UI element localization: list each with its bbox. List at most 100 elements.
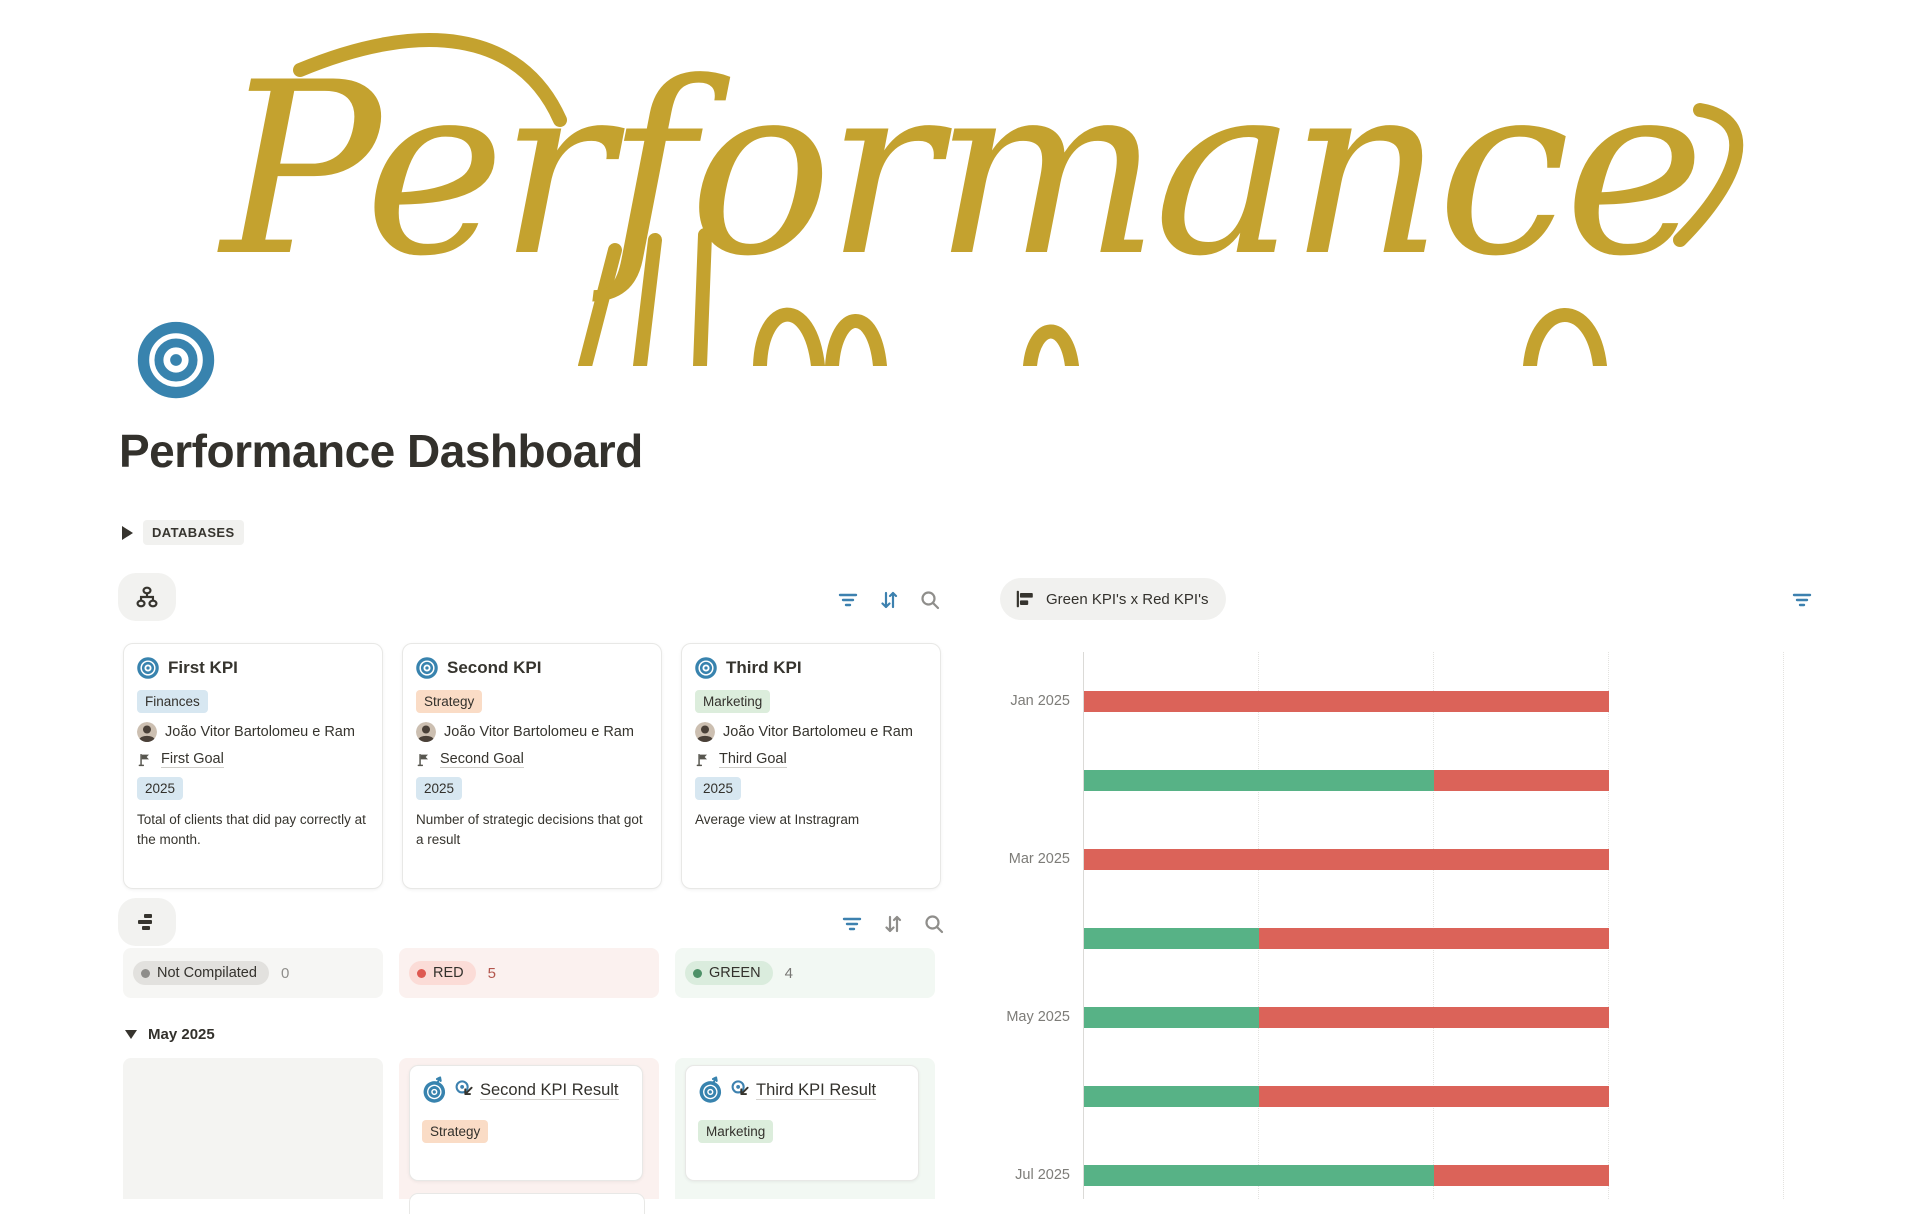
filter-icon[interactable] [836, 588, 860, 612]
status-pill-red[interactable]: RED [409, 961, 476, 985]
avatar [416, 722, 436, 742]
bullseye-icon [695, 657, 717, 679]
cover-image: Performance [0, 0, 1920, 366]
board-view-button[interactable] [118, 898, 176, 946]
column-count: 5 [487, 964, 496, 982]
category-tag: Marketing [698, 1120, 774, 1143]
card-title: First KPI [168, 658, 238, 677]
goal-flag-icon [138, 753, 149, 766]
goal-relation-link[interactable]: Second Goal [440, 751, 524, 768]
bar-segment-green [1084, 1007, 1259, 1028]
chart-gridline [1258, 652, 1259, 1199]
search-icon[interactable] [922, 912, 946, 936]
search-icon[interactable] [918, 588, 942, 612]
person-name: João Vitor Bartolomeu e Ram [444, 724, 634, 740]
chart-filter-icon[interactable] [1790, 588, 1814, 612]
tilted-target-icon [422, 1076, 446, 1111]
card-description: Total of clients that did pay correctly … [137, 812, 366, 847]
group-toggle-may-2025[interactable]: May 2025 [125, 1026, 215, 1043]
card-description: Average view at Instragram [695, 812, 860, 827]
bar-segment-red [1259, 1086, 1609, 1107]
bar-segment-red [1259, 928, 1609, 949]
board-view-icon [138, 914, 152, 930]
goal-relation-link[interactable]: First Goal [161, 751, 224, 768]
kpi-card-second[interactable]: Second KPI Strategy João Vitor Bartolome… [402, 643, 662, 889]
goal-flag-icon [696, 753, 707, 766]
bullseye-icon [416, 657, 438, 679]
result-page-link[interactable]: Second KPI Result [480, 1081, 619, 1100]
kpi-gallery: First KPI Finances João Vitor Bartolomeu… [123, 643, 941, 889]
kpi-card-first[interactable]: First KPI Finances João Vitor Bartolomeu… [123, 643, 383, 889]
chart-gridline [1608, 652, 1609, 1199]
chart-tick-label: May 2025 [1006, 1008, 1070, 1025]
bullseye-icon [137, 657, 159, 679]
gallery-view-button[interactable] [118, 573, 176, 621]
card-title: Second KPI [447, 658, 542, 677]
cover-word: Performance [217, 32, 1699, 309]
board-column-not-compilated: Not Compilated 0 [123, 948, 383, 998]
group-label: May 2025 [148, 1026, 215, 1043]
page-title[interactable]: Performance Dashboard [119, 425, 643, 477]
card-title: Third KPI [726, 658, 802, 677]
result-page-link[interactable]: Third KPI Result [756, 1081, 877, 1100]
status-pill-not-compilated[interactable]: Not Compilated [133, 961, 269, 985]
card-description: Number of strategic decisions that got a… [416, 812, 643, 847]
status-dot [693, 968, 702, 978]
chart-title: Green KPI's x Red KPI's [1046, 590, 1209, 608]
tilted-target-icon [698, 1076, 722, 1111]
databases-toggle[interactable]: DATABASES [122, 520, 244, 545]
category-tag: Marketing [695, 690, 771, 713]
column-count: 4 [784, 964, 793, 982]
sort-icon[interactable] [877, 588, 901, 612]
databases-toggle-label: DATABASES [143, 520, 244, 545]
mention-target-arrow-icon [731, 1079, 750, 1106]
sitemap-view-icon [136, 586, 158, 608]
chart-tick-label: Jul 2025 [1015, 1166, 1070, 1183]
category-tag: Strategy [416, 690, 483, 713]
goal-relation-link[interactable]: Third Goal [719, 751, 787, 768]
sort-icon[interactable] [881, 912, 905, 936]
bar-segment-green [1084, 1165, 1434, 1186]
bar-segment-red [1259, 1007, 1609, 1028]
chart-gridline [1783, 652, 1784, 1199]
horizontal-bar-chart-icon [1016, 590, 1033, 608]
chart-gridline [1433, 652, 1434, 1199]
person-name: João Vitor Bartolomeu e Ram [165, 724, 355, 740]
year-tag: 2025 [137, 777, 184, 800]
result-card-second-kpi[interactable]: Second KPI Result Strategy [409, 1065, 643, 1181]
bar-segment-green [1084, 1086, 1259, 1107]
status-label: GREEN [709, 965, 761, 981]
toggle-right-icon [122, 525, 133, 540]
bullseye-icon [137, 321, 215, 399]
page-icon-target[interactable] [137, 321, 215, 399]
kpi-card-third[interactable]: Third KPI Marketing João Vitor Bartolome… [681, 643, 941, 889]
board-column-green: GREEN 4 [675, 948, 935, 998]
bar-segment-green [1084, 770, 1434, 791]
gallery-view-actions [836, 588, 942, 612]
board-view-actions [840, 912, 946, 936]
year-tag: 2025 [416, 777, 463, 800]
bar-segment-red [1434, 1165, 1609, 1186]
avatar [695, 722, 715, 742]
person-name: João Vitor Bartolomeu e Ram [723, 724, 913, 740]
result-card-third-kpi[interactable]: Third KPI Result Marketing [685, 1065, 919, 1181]
bar-segment-red [1434, 770, 1609, 791]
status-dot [141, 968, 150, 978]
board-cell-not-compilated [123, 1058, 383, 1199]
mention-target-arrow-icon [455, 1079, 474, 1106]
column-count: 0 [280, 964, 290, 982]
bar-segment-green [1084, 928, 1259, 949]
year-tag: 2025 [695, 777, 742, 800]
filter-icon[interactable] [840, 912, 864, 936]
avatar [137, 722, 157, 742]
status-pill-green[interactable]: GREEN [685, 961, 773, 985]
stacked-bar-chart: Jan 2025 Mar 2025 May 2025 Jul 2025 [1006, 652, 1784, 1199]
chart-view-button[interactable]: Green KPI's x Red KPI's [1000, 578, 1227, 620]
chart-tick-label: Mar 2025 [1008, 850, 1070, 867]
status-label: Not Compilated [157, 965, 257, 981]
chart-y-axis-line [1083, 652, 1084, 1199]
category-tag: Strategy [422, 1120, 489, 1143]
result-card-partially-visible[interactable] [409, 1193, 645, 1214]
board-column-red: RED 5 [399, 948, 659, 998]
cover-script-art: Performance [217, 32, 1744, 366]
